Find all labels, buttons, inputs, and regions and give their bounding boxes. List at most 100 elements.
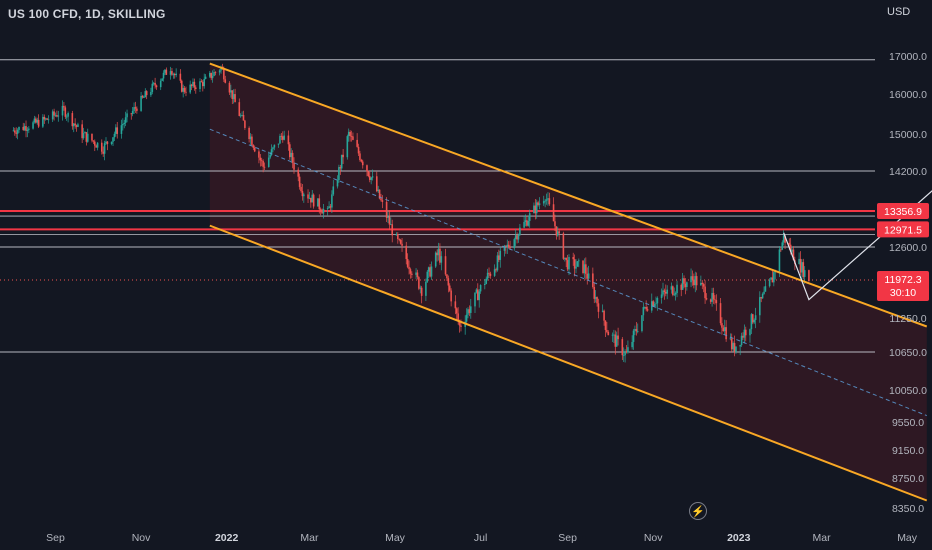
candle bbox=[749, 329, 751, 336]
candle bbox=[434, 252, 437, 267]
candle bbox=[420, 287, 423, 296]
candle bbox=[684, 283, 687, 287]
candle bbox=[593, 286, 596, 299]
candle bbox=[670, 286, 673, 290]
candle bbox=[185, 91, 187, 93]
candle bbox=[263, 166, 266, 168]
candle bbox=[130, 113, 133, 115]
candle bbox=[169, 71, 172, 75]
y-tick-label: 16000.0 bbox=[889, 89, 927, 101]
candle bbox=[161, 78, 163, 81]
y-tick-label: 8350.0 bbox=[892, 503, 924, 515]
candle bbox=[180, 80, 183, 92]
candle bbox=[112, 137, 114, 142]
candle bbox=[251, 136, 253, 146]
candle bbox=[763, 291, 765, 294]
candle bbox=[547, 198, 549, 200]
candle bbox=[538, 203, 541, 205]
candle bbox=[460, 325, 462, 327]
candle bbox=[145, 91, 148, 96]
candle bbox=[798, 258, 800, 264]
candle bbox=[42, 116, 44, 127]
candle bbox=[357, 146, 360, 154]
candle bbox=[505, 245, 507, 247]
candle bbox=[242, 114, 245, 121]
candle bbox=[26, 129, 29, 131]
candle bbox=[359, 153, 361, 160]
candle bbox=[788, 242, 791, 245]
candle bbox=[632, 330, 635, 342]
candle bbox=[712, 292, 715, 300]
candle bbox=[391, 224, 394, 236]
candle bbox=[645, 307, 647, 310]
candle bbox=[378, 189, 381, 199]
candle bbox=[486, 272, 489, 279]
candle bbox=[439, 248, 441, 263]
candle bbox=[288, 144, 291, 158]
candles bbox=[12, 63, 810, 363]
candle bbox=[113, 133, 116, 138]
x-tick-label: May bbox=[385, 532, 406, 544]
x-tick-label: Jul bbox=[474, 532, 487, 544]
candle bbox=[375, 176, 378, 192]
candle bbox=[653, 304, 656, 307]
price-level-tag-label: 13356.9 bbox=[884, 206, 922, 218]
candle bbox=[419, 287, 422, 289]
candle bbox=[771, 277, 774, 283]
candle bbox=[544, 200, 546, 202]
candle bbox=[534, 205, 537, 214]
candle bbox=[523, 222, 525, 228]
candle bbox=[691, 276, 694, 280]
candle bbox=[467, 309, 469, 315]
candle bbox=[604, 320, 607, 330]
channel-midline bbox=[209, 128, 927, 417]
x-tick-label: 2022 bbox=[215, 532, 239, 544]
candle bbox=[719, 303, 722, 324]
candle bbox=[350, 135, 353, 137]
candle bbox=[15, 132, 18, 134]
candle bbox=[92, 140, 95, 142]
candle bbox=[401, 243, 403, 246]
candle bbox=[478, 291, 481, 301]
candle bbox=[93, 141, 96, 146]
candle bbox=[730, 338, 733, 350]
candle bbox=[381, 200, 384, 202]
x-tick-label: Nov bbox=[644, 532, 663, 544]
candle bbox=[597, 303, 600, 312]
candle bbox=[269, 154, 271, 158]
candle bbox=[22, 126, 25, 130]
candle bbox=[82, 133, 85, 139]
candle bbox=[385, 201, 388, 218]
candle bbox=[84, 132, 86, 134]
candle bbox=[328, 206, 330, 209]
candle bbox=[489, 273, 492, 276]
candle bbox=[409, 269, 412, 274]
candle bbox=[342, 154, 344, 158]
candle bbox=[484, 283, 486, 286]
candle bbox=[454, 301, 457, 309]
candle bbox=[666, 289, 669, 294]
candle bbox=[388, 216, 391, 225]
candle bbox=[646, 309, 649, 311]
candle bbox=[277, 143, 280, 145]
candle bbox=[411, 273, 413, 275]
price-level-tag-label: 12971.5 bbox=[884, 224, 922, 236]
candle bbox=[143, 97, 145, 99]
candle bbox=[228, 82, 231, 93]
candle bbox=[586, 273, 589, 279]
candle bbox=[213, 72, 215, 76]
candle bbox=[723, 327, 726, 332]
candle bbox=[652, 301, 654, 307]
candle bbox=[122, 124, 124, 126]
candle bbox=[105, 141, 107, 144]
candle bbox=[231, 90, 234, 99]
candle bbox=[110, 141, 113, 145]
candle bbox=[643, 307, 646, 308]
candle bbox=[477, 289, 479, 301]
candle bbox=[154, 82, 156, 86]
candle bbox=[495, 269, 497, 271]
lightning-icon[interactable]: ⚡ bbox=[689, 502, 707, 520]
candle bbox=[321, 211, 323, 214]
candle bbox=[596, 297, 598, 304]
